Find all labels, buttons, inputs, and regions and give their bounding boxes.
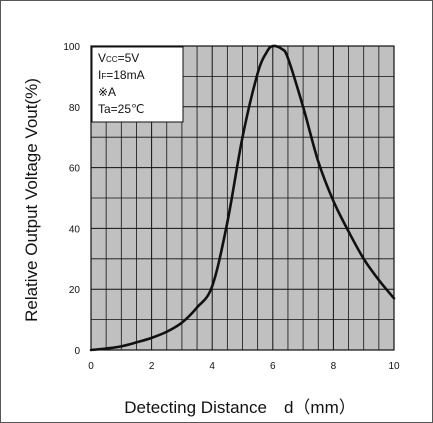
y-tick-label: 20 xyxy=(69,285,81,296)
legend-box: VCC=5V IF=18mA ※A Ta=25℃ xyxy=(91,46,184,123)
y-tick-label: 40 xyxy=(69,224,81,235)
x-tick-label: 0 xyxy=(88,361,94,372)
y-axis-ticks: 0 20 40 60 80 100 xyxy=(63,42,80,357)
legend-ta: Ta=25℃ xyxy=(98,102,145,116)
y-tick-label: 60 xyxy=(69,164,81,175)
legend-background xyxy=(91,46,184,123)
x-axis-title: Detecting Distance d（mm） xyxy=(124,398,355,417)
x-axis-ticks: 0 2 4 6 8 10 xyxy=(88,361,400,372)
x-tick-label: 8 xyxy=(331,361,337,372)
x-tick-label: 6 xyxy=(270,361,276,372)
x-tick-label: 10 xyxy=(388,361,400,372)
y-tick-label: 80 xyxy=(69,103,81,114)
y-axis-title: Relative Output Voltage Vout(%) xyxy=(22,78,41,322)
legend-if: IF=18mA xyxy=(98,68,145,82)
y-tick-label: 0 xyxy=(74,346,80,357)
legend-mark: ※A xyxy=(98,85,116,99)
x-tick-label: 2 xyxy=(149,361,155,372)
plot-border xyxy=(90,45,395,351)
minor-grid xyxy=(91,46,394,350)
x-tick-label: 4 xyxy=(209,361,215,372)
y-tick-label: 100 xyxy=(63,42,80,53)
legend-vcc: VCC=5V xyxy=(98,51,139,65)
series-line-vout xyxy=(89,44,396,352)
